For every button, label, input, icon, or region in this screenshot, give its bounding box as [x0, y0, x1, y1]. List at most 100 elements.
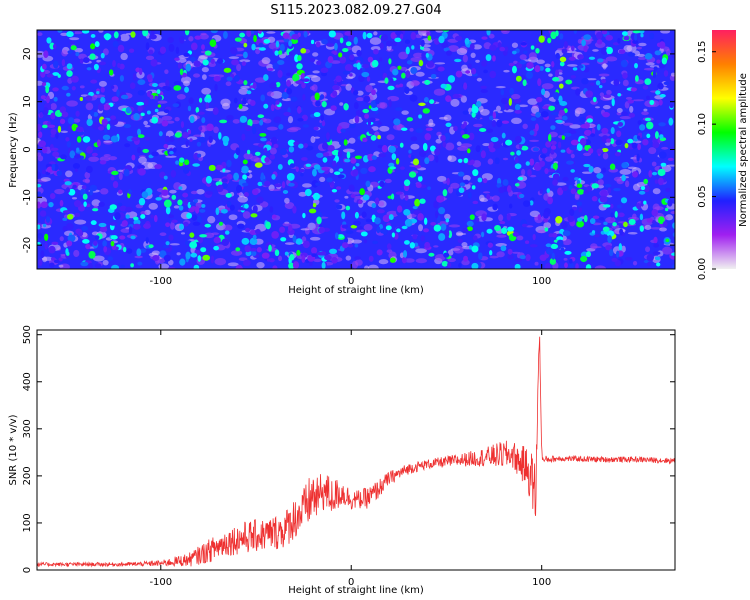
heatmap-cell: [179, 258, 186, 266]
heatmap-cell: [410, 155, 415, 159]
heatmap-cell: [517, 176, 524, 181]
heatmap-cell: [354, 243, 359, 248]
heatmap-cell: [162, 244, 170, 249]
heatmap-cell: [421, 47, 431, 52]
heatmap-cell: [52, 151, 60, 158]
heatmap-cell: [196, 141, 202, 147]
heatmap-cell: [366, 76, 371, 82]
heatmap-cell: [173, 85, 182, 91]
heatmap-cell: [511, 93, 521, 100]
heatmap-cell: [670, 72, 675, 77]
heatmap-cell: [576, 220, 585, 228]
heatmap-cell: [639, 225, 645, 232]
heatmap-cell: [386, 249, 393, 253]
heatmap-cell: [250, 99, 256, 107]
heatmap-cell: [552, 179, 558, 186]
heatmap-cell: [52, 43, 57, 50]
heatmap-cell: [315, 182, 321, 186]
heatmap-cell: [447, 45, 460, 52]
heatmap-cell: [201, 117, 206, 124]
heatmap-cell: [333, 50, 338, 56]
heatmap-cell: [353, 36, 358, 45]
heatmap-cell: [578, 65, 584, 69]
heatmap-cell: [591, 127, 596, 135]
heatmap-cell: [351, 260, 359, 269]
heatmap-cell: [556, 236, 564, 241]
heatmap-cell: [401, 110, 409, 115]
heatmap-cell: [632, 99, 645, 102]
heatmap-cell: [418, 114, 422, 119]
heatmap-cell: [270, 136, 278, 145]
heatmap-cell: [213, 75, 222, 82]
heatmap-cell: [148, 244, 154, 249]
snr-y-tick-label: 400: [22, 372, 33, 391]
heatmap-cell: [527, 98, 538, 105]
heatmap-cell: [193, 134, 203, 137]
heatmap-cell: [201, 87, 212, 95]
heatmap-cell: [599, 195, 608, 203]
colorbar-tick-label: 0.10: [697, 113, 708, 135]
heatmap-cell: [103, 128, 108, 134]
heatmap-cell: [553, 92, 560, 100]
heatmap-cell: [500, 245, 507, 252]
heatmap-cell: [223, 31, 228, 39]
heatmap-cell: [420, 39, 425, 47]
heatmap-cell: [150, 59, 158, 67]
heatmap-cell: [102, 240, 107, 247]
heatmap-cell: [210, 58, 215, 65]
heatmap-cell: [77, 231, 84, 237]
heatmap-cell: [507, 248, 513, 255]
figure-title: S115.2023.082.09.27.G04: [270, 3, 441, 18]
heatmap-cell: [301, 255, 306, 263]
heatmap-cell: [605, 34, 613, 41]
heatmap-cell: [369, 83, 376, 86]
heatmap-cell: [670, 146, 675, 152]
heatmap-cell: [610, 216, 615, 221]
heatmap-cell: [392, 68, 399, 76]
heatmap-cell: [358, 226, 363, 230]
heatmap-cell: [239, 32, 246, 38]
heatmap-cell: [102, 48, 109, 56]
heatmap-cell: [457, 158, 463, 163]
heatmap-cell: [661, 246, 673, 255]
heatmap-y-tick-label: -10: [22, 189, 33, 205]
heatmap-cell: [208, 164, 216, 171]
heatmap-cell: [583, 190, 589, 195]
heatmap-cell: [532, 233, 536, 241]
heatmap-y-tick-label: 20: [22, 48, 33, 61]
heatmap-cell: [632, 30, 641, 34]
heatmap-cell: [598, 84, 603, 89]
heatmap-cell: [313, 112, 321, 118]
heatmap-cell: [602, 226, 610, 232]
heatmap-cell: [72, 31, 83, 35]
heatmap-cell: [367, 56, 374, 63]
heatmap-cell: [312, 168, 317, 177]
heatmap-cell: [541, 88, 546, 96]
heatmap-cell: [169, 136, 175, 142]
heatmap-cell: [424, 133, 432, 141]
heatmap-cell: [98, 126, 105, 131]
heatmap-cell: [534, 65, 541, 73]
heatmap-cell: [90, 79, 98, 84]
heatmap-cell: [664, 207, 669, 212]
heatmap-cell: [519, 255, 527, 260]
heatmap-cell: [243, 42, 248, 48]
heatmap-cell: [532, 147, 540, 152]
heatmap-cell: [235, 247, 241, 252]
heatmap-cell: [425, 52, 429, 58]
heatmap-cell: [550, 112, 559, 116]
heatmap-cell: [384, 77, 389, 84]
heatmap-cell: [199, 33, 209, 40]
heatmap-cell: [395, 84, 401, 88]
heatmap-cell: [341, 211, 346, 220]
heatmap-cell: [570, 153, 575, 159]
heatmap-cell: [168, 234, 174, 241]
colorbar-tick-label: 0.00: [697, 258, 708, 280]
heatmap-cell: [646, 95, 650, 100]
heatmap-cell: [300, 48, 307, 54]
heatmap-cell: [437, 66, 445, 72]
heatmap-cell: [652, 251, 661, 255]
heatmap-cell: [640, 200, 644, 207]
heatmap-cell: [637, 120, 642, 125]
heatmap-cell: [535, 47, 540, 54]
